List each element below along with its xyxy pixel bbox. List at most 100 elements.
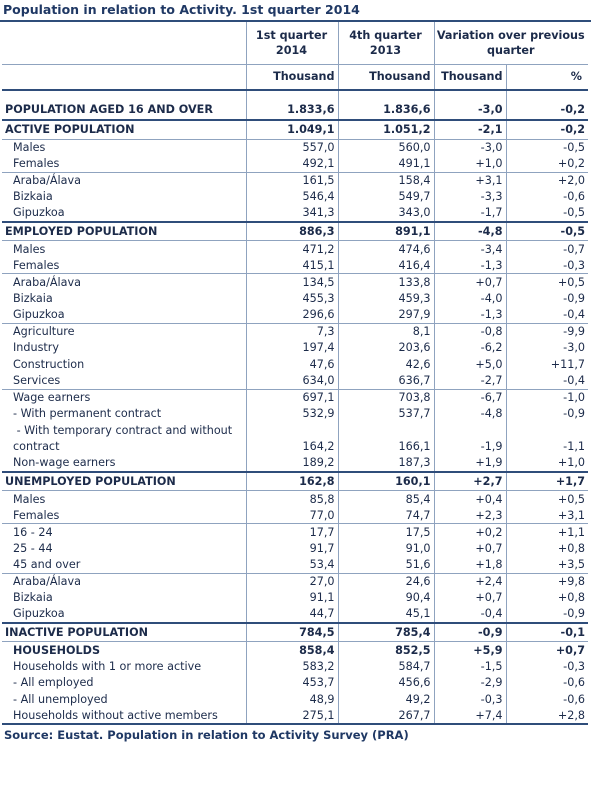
cell-q1-2014: 341,3 xyxy=(245,205,338,222)
cell-variation: +0,4 xyxy=(433,490,506,507)
table-row: Services 634,0 636,7 -2,7 -0,4 xyxy=(2,372,589,389)
cell-variation: -4,0 xyxy=(433,290,506,307)
row-label: UNEMPLOYED POPULATION xyxy=(2,470,246,491)
cell-q1-2014: 634,0 xyxy=(245,372,338,389)
row-label: INACTIVE POPULATION xyxy=(2,621,246,642)
cell-q4-2013: 49,2 xyxy=(337,691,434,708)
cell-q4-2013: 537,7 xyxy=(337,405,434,422)
row-label: Males xyxy=(2,490,246,507)
unit-row: Thousand Thousand Thousand % xyxy=(2,63,589,91)
cell-q4-2013: 203,6 xyxy=(337,339,434,356)
cell-variation: +0,7 xyxy=(433,273,506,290)
row-label: 45 and over xyxy=(13,558,81,571)
row-label: Services xyxy=(13,374,61,387)
unit-percent: % xyxy=(505,63,589,91)
row-label: Construction xyxy=(13,357,85,371)
header-col-variation: Variation over previous quarter xyxy=(433,22,589,64)
row-label: HOUSEHOLDS xyxy=(2,641,246,658)
cell-percent: +0,7 xyxy=(505,641,589,658)
cell-variation: -0,4 xyxy=(433,606,506,623)
table-row: ACTIVE POPULATION 1.049,1 1.051,2 -2,1 -… xyxy=(2,119,589,139)
cell-q4-2013: 891,1 xyxy=(337,220,434,241)
cell-q4-2013: 24,6 xyxy=(337,572,434,590)
cell-variation: +2,3 xyxy=(433,507,506,524)
unit-thousand-3: Thousand xyxy=(433,63,506,91)
cell-q1-2014: 415,1 xyxy=(245,257,338,274)
cell-variation: -3,3 xyxy=(433,188,506,205)
table-row: 25 - 44 91,7 91,0 +0,7 +0,8 xyxy=(2,540,589,557)
cell-variation: -6,7 xyxy=(433,388,506,406)
cell-variation: -3,0 xyxy=(433,90,506,120)
cell-percent: +9,8 xyxy=(505,572,589,590)
unit-empty xyxy=(2,63,246,91)
cell-percent: -0,4 xyxy=(505,306,589,323)
cell-percent: -0,6 xyxy=(505,674,589,691)
row-label: Bizkaia xyxy=(13,190,53,204)
population-activity-table: 1st quarter 2014 4th quarter 2013 Variat… xyxy=(2,22,589,725)
row-label: Females xyxy=(13,258,60,272)
cell-variation: -2,9 xyxy=(433,674,506,691)
cell-q1-2014: 296,6 xyxy=(245,306,338,323)
cell-q1-2014: 91,7 xyxy=(245,540,338,557)
row-label: Males xyxy=(2,240,246,257)
table-row: Males 557,0 560,0 -3,0 -0,5 xyxy=(2,138,589,156)
cell-q1-2014: 17,7 xyxy=(245,523,338,540)
cell-percent: -0,7 xyxy=(505,240,589,257)
cell-q4-2013: 459,3 xyxy=(337,290,434,307)
table-row: 16 - 24 17,7 17,5 +0,2 +1,1 xyxy=(2,523,589,540)
table-row: Araba/Álava 161,5 158,4 +3,1 +2,0 xyxy=(2,171,589,189)
cell-q1-2014: 161,5 xyxy=(245,171,338,189)
cell-q1-2014: 532,9 xyxy=(245,405,338,422)
cell-q4-2013: 51,6 xyxy=(337,556,434,573)
cell-q4-2013: 297,9 xyxy=(337,306,434,323)
table-row: Wage earners 697,1 703,8 -6,7 -1,0 xyxy=(2,388,589,406)
row-label: Gipuzkoa xyxy=(13,206,65,220)
cell-percent: +0,5 xyxy=(505,273,589,290)
row-label: Industry xyxy=(13,341,60,355)
table-row: Females 77,0 74,7 +2,3 +3,1 xyxy=(2,507,589,524)
cell-q4-2013: 474,6 xyxy=(337,240,434,257)
cell-variation: +7,4 xyxy=(433,707,506,725)
cell-q1-2014: 275,1 xyxy=(245,707,338,725)
cell-q4-2013: 85,4 xyxy=(337,490,434,507)
cell-q1-2014: 197,4 xyxy=(245,339,338,356)
cell-q1-2014: 1.049,1 xyxy=(245,119,338,139)
row-label: Araba/Álava xyxy=(2,572,246,590)
table-row: Males 85,8 85,4 +0,4 +0,5 xyxy=(2,490,589,507)
table-row: Bizkaia 546,4 549,7 -3,3 -0,6 xyxy=(2,188,589,205)
cell-q4-2013: 45,1 xyxy=(337,606,434,623)
cell-q1-2014: 7,3 xyxy=(245,322,338,340)
cell-variation: +1,8 xyxy=(433,556,506,573)
row-label: Females xyxy=(13,508,60,522)
cell-q4-2013: 160,1 xyxy=(337,470,434,491)
table-row: Araba/Álava 27,0 24,6 +2,4 +9,8 xyxy=(2,572,589,590)
cell-percent: -1,0 xyxy=(505,388,589,406)
row-label: ACTIVE POPULATION xyxy=(2,119,246,139)
cell-percent: +3,1 xyxy=(505,507,589,524)
cell-variation: +0,7 xyxy=(433,540,506,557)
row-label: - All unemployed xyxy=(13,692,108,706)
cell-variation: +5,0 xyxy=(433,356,506,373)
cell-q4-2013: 187,3 xyxy=(337,455,434,472)
cell-percent: +0,5 xyxy=(505,490,589,507)
row-label: Wage earners xyxy=(2,388,246,406)
cell-variation: -4,8 xyxy=(433,220,506,241)
cell-percent: +2,0 xyxy=(505,171,589,189)
row-label: - With temporary contract and without co… xyxy=(13,424,236,453)
row-label: Bizkaia xyxy=(13,291,53,305)
cell-percent: -0,2 xyxy=(505,90,589,120)
cell-q4-2013: 42,6 xyxy=(337,356,434,373)
table-row: - All employed 453,7 456,6 -2,9 -0,6 xyxy=(2,674,589,691)
cell-variation: -2,7 xyxy=(433,372,506,389)
cell-variation: -1,3 xyxy=(433,257,506,274)
cell-q1-2014: 162,8 xyxy=(245,470,338,491)
table-row: Industry 197,4 203,6 -6,2 -3,0 xyxy=(2,339,589,356)
cell-variation: -2,1 xyxy=(433,119,506,139)
table-row: HOUSEHOLDS 858,4 852,5 +5,9 +0,7 xyxy=(2,641,589,658)
cell-variation: +2,4 xyxy=(433,572,506,590)
row-label: Gipuzkoa xyxy=(13,308,65,321)
row-label: Araba/Álava xyxy=(2,171,246,189)
cell-variation: +2,7 xyxy=(433,470,506,491)
header-empty xyxy=(2,22,246,64)
cell-q4-2013: 17,5 xyxy=(337,523,434,540)
